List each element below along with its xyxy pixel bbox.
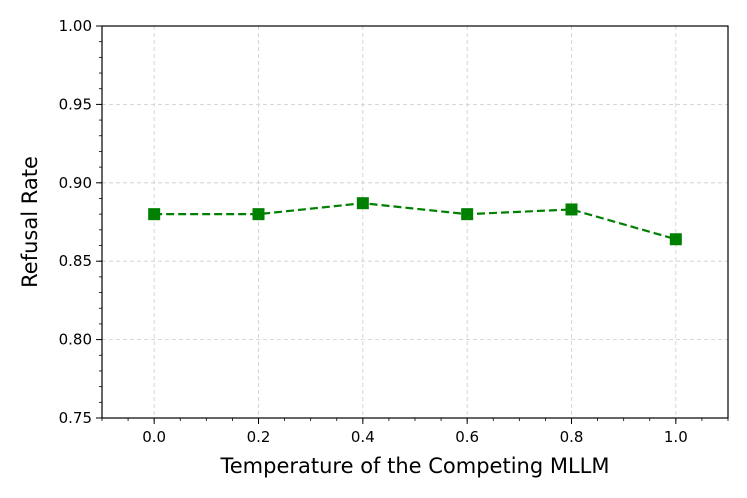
y-tick-label: 0.95 (59, 95, 92, 113)
x-tick-label: 0.6 (455, 428, 479, 446)
grid (102, 26, 728, 418)
y-axis-title: Refusal Rate (18, 156, 42, 288)
series-line (154, 202, 677, 241)
x-tick-label: 1.0 (664, 428, 688, 446)
y-tick-label: 0.75 (59, 409, 92, 427)
data-point (565, 203, 578, 216)
x-axis-title: Temperature of the Competing MLLM (220, 454, 610, 478)
data-point (461, 208, 474, 221)
plot-frame (101, 25, 729, 419)
y-tick-label: 1.00 (59, 17, 92, 35)
data-point (148, 208, 161, 221)
data-point (252, 208, 265, 221)
ticks: 0.0 0.2 0.4 0.6 0.8 1.0 0.75 0.80 0.85 0.90 0.95 1.… (59, 17, 688, 446)
y-tick-label: 0.90 (59, 174, 92, 192)
x-tick-label: 0.8 (560, 428, 584, 446)
data-point (356, 197, 369, 210)
data-point (669, 233, 682, 246)
x-tick-label: 0.4 (351, 428, 375, 446)
x-tick-label: 0.0 (142, 428, 166, 446)
minor-ticks (99, 25, 729, 421)
y-tick-label: 0.80 (59, 331, 92, 349)
series-layer (148, 197, 682, 246)
y-tick-label: 0.85 (59, 252, 92, 270)
x-tick-label: 0.2 (247, 428, 271, 446)
